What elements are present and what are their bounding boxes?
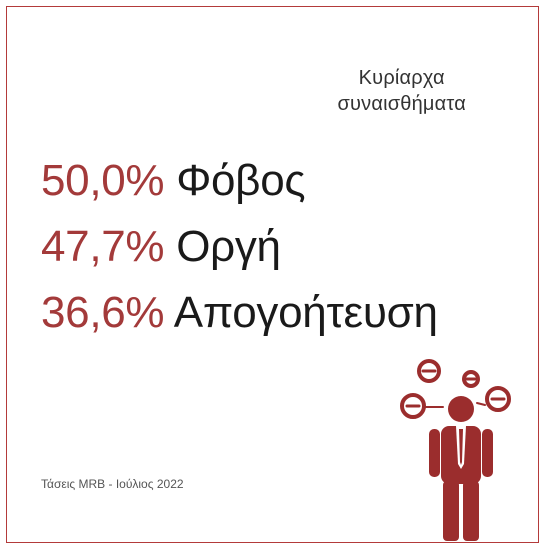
stat-percent: 47,7% — [41, 222, 165, 271]
stat-row-fear: 50,0% Φόβος — [41, 156, 306, 205]
stat-label: Απογοήτευση — [173, 288, 438, 337]
stat-label: Φόβος — [176, 156, 306, 205]
title-line-2: συναισθήματα — [337, 93, 466, 115]
stat-percent: 50,0% — [41, 156, 165, 205]
infographic-card: Κυρίαρχα συναισθήματα 50,0% Φόβος 47,7% … — [6, 6, 539, 543]
card-title: Κυρίαρχα συναισθήματα — [337, 65, 466, 117]
source-caption: Τάσεις MRB - Ιούλιος 2022 — [41, 477, 184, 491]
title-line-1: Κυρίαρχα — [358, 67, 445, 89]
stat-row-disappointment: 36,6% Απογοήτευση — [41, 289, 438, 337]
stat-row-anger: 47,7% Οργή — [41, 223, 281, 271]
stat-percent: 36,6% — [41, 288, 165, 337]
angry-person-icon — [400, 359, 511, 541]
stat-label: Οργή — [176, 222, 281, 271]
